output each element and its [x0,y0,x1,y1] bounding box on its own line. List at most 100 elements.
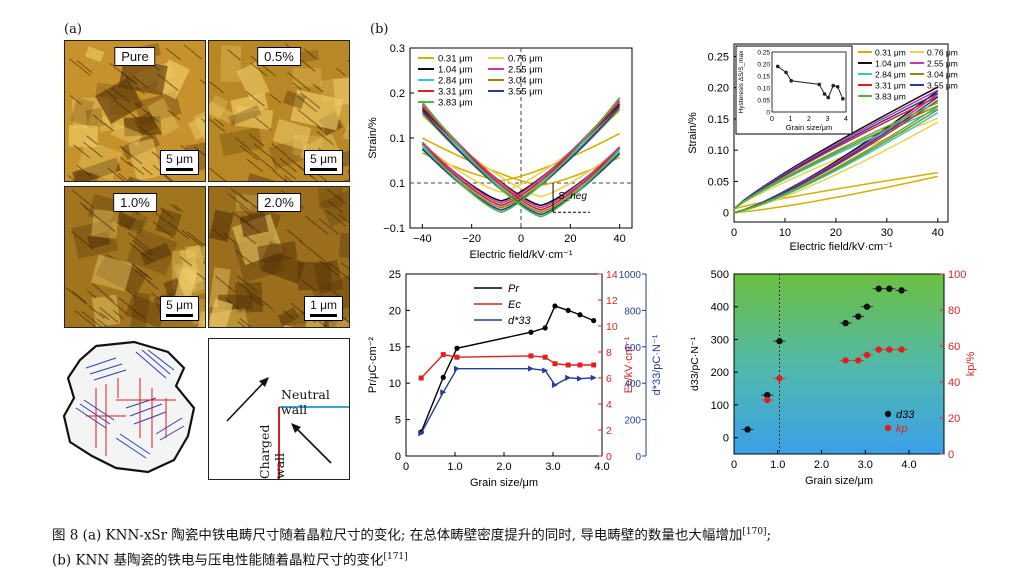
legend-label: d*33 [508,315,532,327]
y-tick-label: 0.05 [708,176,729,188]
data-point [591,375,597,381]
legend-label: 1.04 μm [438,65,473,76]
legend-label: 3.83 μm [875,92,906,102]
y-tick-label: 200 [711,367,729,379]
inset-x-tick: 1 [789,116,793,123]
x-tick-label: 0 [403,461,409,473]
afm-label: 1.0% [113,193,157,212]
caption-text-1: 图 8 (a) KNN-xSr 陶瓷中铁电畴尺寸随着晶粒尺寸的变化; 在总体畴壁… [52,528,742,544]
data-point [552,303,557,308]
inset-y-label: Hysteresis ΔS/S_max [738,50,745,114]
data-point [842,320,848,326]
inset-x-tick: 2 [807,116,811,123]
x-tick-label: 0 [731,459,737,471]
y2-tick-label: 80 [948,305,960,317]
inset-point [841,97,845,101]
data-point [552,382,558,388]
legend-label: 2.55 μm [927,59,958,69]
legend-label: d33 [896,409,915,421]
grain-patch [68,125,98,147]
data-point [566,363,571,368]
inset-y-tick: 0.15 [757,74,770,81]
x-tick-label: 4.0 [901,459,916,471]
x-axis-label: Electric field/kV·cm⁻¹ [790,241,893,253]
inset-point [784,71,788,75]
afm-scalebar: 5 μm [160,296,199,321]
afm-scalebar: 5 μm [304,150,343,175]
y-axis-label: Pr/μC·cm⁻² [367,337,379,393]
x-tick-label: −40 [413,233,432,245]
legend-label: 0.31 μm [438,54,473,65]
inset-point [776,65,780,69]
caption-ref-2[interactable]: [171] [383,552,407,562]
inset-y-tick: 0.20 [757,62,770,69]
y-tick-label: 0.2 [390,88,405,100]
data-point [886,286,892,292]
legend-label: 3.04 μm [508,76,543,87]
data-point [441,352,446,357]
inset-y-tick: 0.25 [757,50,770,57]
data-point [577,376,583,382]
afm-label: 0.5% [257,47,301,66]
grain-patch [92,295,120,327]
legend-label: 0.76 μm [508,54,543,65]
inset-x-label: Grain size/μm [786,123,832,132]
scalebar-label: 5 μm [310,152,337,166]
caption-semicolon: ; [767,528,772,544]
legend-label: 1.04 μm [875,59,906,69]
y3-tick-label: 0 [635,452,641,463]
x-tick-label: 20 [830,227,842,239]
wall-schematic: Neutral wall Charged wall [208,338,350,480]
data-point [552,361,557,366]
legend-label: kp [896,423,908,435]
inset-point [817,83,821,87]
y-tick-label: 0.1 [390,133,405,145]
legend-label: 3.55 μm [927,81,958,91]
y-tick-label: 0.3 [390,43,405,55]
data-point [528,330,533,335]
x-tick-label: 3.0 [858,459,873,471]
data-point [886,346,892,352]
inset-y-tick: 0.05 [757,98,770,105]
grain-patch [318,187,343,207]
y-tick-label: 5 [395,415,401,427]
grain-patch [339,233,349,260]
y3-tick-label: 400 [624,379,641,390]
data-point [876,346,882,352]
y2-tick-label: 8 [606,347,612,359]
data-point [864,352,870,358]
data-point [566,308,571,313]
data-point [565,375,571,381]
x-axis-label: Electric field/kV·cm⁻¹ [470,249,573,261]
legend-label: 2.84 μm [438,76,473,87]
y2-tick-label: 60 [948,341,960,353]
data-point [776,338,782,344]
afm-image-0.5: 0.5% 5 μm [208,40,350,182]
inset-point [831,84,835,88]
series-line [734,173,938,213]
y3-axis-label: d*33/pC·N⁻¹ [651,334,663,395]
data-point [898,287,904,293]
caption-ref-1[interactable]: [170] [742,527,766,537]
y2-tick-label: 12 [606,295,618,307]
data-point [842,357,848,363]
y2-tick-label: 6 [606,373,612,385]
caption-text-2: (b) KNN 基陶瓷的铁电与压电性能随着晶粒尺寸的变化 [52,552,383,568]
x-tick-label: 30 [881,227,893,239]
legend-label: 3.04 μm [927,70,958,80]
data-point [577,363,582,368]
y3-tick-label: 1000 [619,270,642,281]
y2-tick-label: 40 [948,377,960,389]
x-axis-label: Grain size/μm [470,477,538,489]
y3-tick-label: 800 [624,306,641,317]
data-point [528,366,534,372]
grain-patch [293,68,322,87]
data-point [764,397,770,403]
data-point [440,389,446,395]
data-point [441,375,446,380]
x-tick-label: 40 [614,233,626,245]
data-point [855,313,861,319]
neutral-wall-label: Neutral wall [281,387,349,417]
